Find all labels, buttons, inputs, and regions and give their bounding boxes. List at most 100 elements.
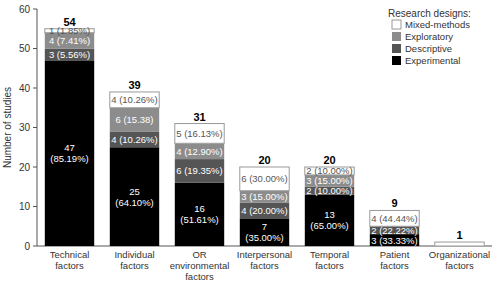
x-tick-label: ORenvironmentalfactors xyxy=(170,249,230,281)
y-tick xyxy=(33,246,37,247)
x-tick-label-line: factors xyxy=(445,260,474,271)
bar-segment xyxy=(45,60,94,246)
total-label: 20 xyxy=(323,154,335,166)
x-tick-label-line: factors xyxy=(120,260,149,271)
data-label: 2 (22.22%) xyxy=(371,225,417,236)
chart-container: 0102030405060Number of studies47(85.19%)… xyxy=(0,0,500,281)
legend: Research designs:Mixed-methodsExplorator… xyxy=(388,8,471,66)
legend-title: Research designs: xyxy=(388,8,471,19)
y-tick xyxy=(33,167,37,168)
y-axis-label: Number of studies xyxy=(2,87,13,168)
x-tick-label: Individualfactors xyxy=(114,249,154,271)
data-label: 3 (15.00%) xyxy=(306,175,352,186)
total-label: 20 xyxy=(258,154,270,166)
data-label-line: (64.10%) xyxy=(115,197,154,208)
data-label: 4 (7.41%) xyxy=(49,35,90,46)
legend-swatch xyxy=(392,56,401,65)
legend-label: Experimental xyxy=(405,55,460,66)
bar-segment xyxy=(240,167,289,191)
bar-segment xyxy=(110,108,159,132)
legend-label: Mixed-methods xyxy=(405,19,470,30)
data-label: 3 (33.33%) xyxy=(371,235,417,246)
bar-segment xyxy=(305,175,354,187)
legend-swatch xyxy=(392,20,401,29)
x-tick-label-line: Individual xyxy=(114,249,154,260)
x-tick-label: Organizationalfactors xyxy=(429,249,490,271)
data-label: 3 (15.00%) xyxy=(241,191,287,202)
x-tick-label-line: factors xyxy=(55,260,84,271)
x-tick-label-line: factors xyxy=(250,260,279,271)
bar-segment xyxy=(175,124,224,144)
bar-segment xyxy=(110,131,159,147)
legend-label: Exploratory xyxy=(405,31,453,42)
x-tick-label-line: factors xyxy=(185,271,214,281)
x-tick-label-line: Organizational xyxy=(429,249,490,260)
legend-swatch xyxy=(392,44,401,53)
bar-segment xyxy=(110,92,159,108)
data-label-line: 7 xyxy=(262,221,267,232)
data-label: 6 (19.35%) xyxy=(176,165,222,176)
data-label: 47(85.19%) xyxy=(50,142,89,164)
x-tick-label-line: environmental xyxy=(170,260,230,271)
x-tick-label: Patientfactors xyxy=(380,249,410,271)
data-label: 6 (30.00%) xyxy=(241,173,287,184)
data-label: 4 (12.90%) xyxy=(176,146,222,157)
bar-segment xyxy=(110,147,159,246)
bar-segment xyxy=(240,203,289,219)
y-tick-label: 10 xyxy=(19,201,31,212)
data-label: 4 (20.00%) xyxy=(241,205,287,216)
x-tick-label-line: Technical xyxy=(50,249,90,260)
y-tick xyxy=(33,127,37,128)
data-label: 7(35.00%) xyxy=(245,221,284,243)
data-label: 25(64.10%) xyxy=(115,186,154,208)
bar-segment xyxy=(175,183,224,246)
x-tick-label: Technicalfactors xyxy=(50,249,90,271)
bar-segment xyxy=(175,159,224,183)
y-tick xyxy=(33,9,37,10)
chart-svg: 0102030405060Number of studies47(85.19%)… xyxy=(0,0,500,281)
data-label-line: (85.19%) xyxy=(50,153,89,164)
x-tick-label-line: factors xyxy=(315,260,344,271)
x-tick-label-line: factors xyxy=(380,260,409,271)
data-label-line: 25 xyxy=(129,186,140,197)
bar-segment xyxy=(305,195,354,246)
data-label: 4 (10.26%) xyxy=(111,134,157,145)
data-label: 5 (16.13%) xyxy=(176,128,222,139)
data-label-line: 13 xyxy=(324,209,335,220)
x-tick-label-line: Patient xyxy=(380,249,410,260)
data-label-line: 16 xyxy=(194,203,205,214)
x-tick-label: Interpersonalfactors xyxy=(237,249,292,271)
y-tick-label: 0 xyxy=(24,241,30,252)
x-tick-label-line: Temporal xyxy=(310,249,349,260)
total-label: 31 xyxy=(193,111,205,123)
total-label: 54 xyxy=(63,16,76,28)
data-label-line: 47 xyxy=(64,142,75,153)
bar-segment xyxy=(240,218,289,246)
data-label: 2 (10.00%) xyxy=(306,165,352,176)
y-tick xyxy=(33,88,37,89)
bars xyxy=(45,29,484,246)
y-tick xyxy=(33,206,37,207)
data-label-line: (35.00%) xyxy=(245,232,284,243)
y-tick xyxy=(33,48,37,49)
y-tick-label: 30 xyxy=(19,122,31,133)
bar-segment xyxy=(435,242,484,246)
x-tick-label-line: OR xyxy=(192,249,206,260)
data-label: 4 (10.26%) xyxy=(111,94,157,105)
labels: 47(85.19%)3 (5.56%)4 (7.41%)1 (1.85%)542… xyxy=(49,16,463,246)
data-label-line: (65.00%) xyxy=(310,220,349,231)
data-label: 2 (10.00%) xyxy=(306,185,352,196)
x-tick-label: Temporalfactors xyxy=(310,249,349,271)
y-tick-label: 60 xyxy=(19,4,31,15)
data-label: 3 (5.56%) xyxy=(49,49,90,60)
total-label: 39 xyxy=(128,79,140,91)
data-label: 6 (15.38) xyxy=(115,114,153,125)
data-label: 16(51.61%) xyxy=(180,203,219,225)
legend-swatch xyxy=(392,32,401,41)
bar-segment xyxy=(175,143,224,159)
y-tick-label: 20 xyxy=(19,162,31,173)
bar-segment xyxy=(370,234,419,246)
total-label: 1 xyxy=(456,229,462,241)
bar-segment xyxy=(240,191,289,203)
total-label: 9 xyxy=(391,197,397,209)
